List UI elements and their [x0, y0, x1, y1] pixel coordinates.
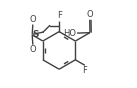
Text: F: F: [57, 11, 62, 20]
Text: O: O: [29, 45, 36, 54]
Text: S: S: [32, 30, 39, 39]
Text: O: O: [29, 15, 36, 24]
Text: HO: HO: [64, 29, 77, 38]
Text: F: F: [82, 66, 87, 75]
Text: O: O: [86, 10, 93, 19]
